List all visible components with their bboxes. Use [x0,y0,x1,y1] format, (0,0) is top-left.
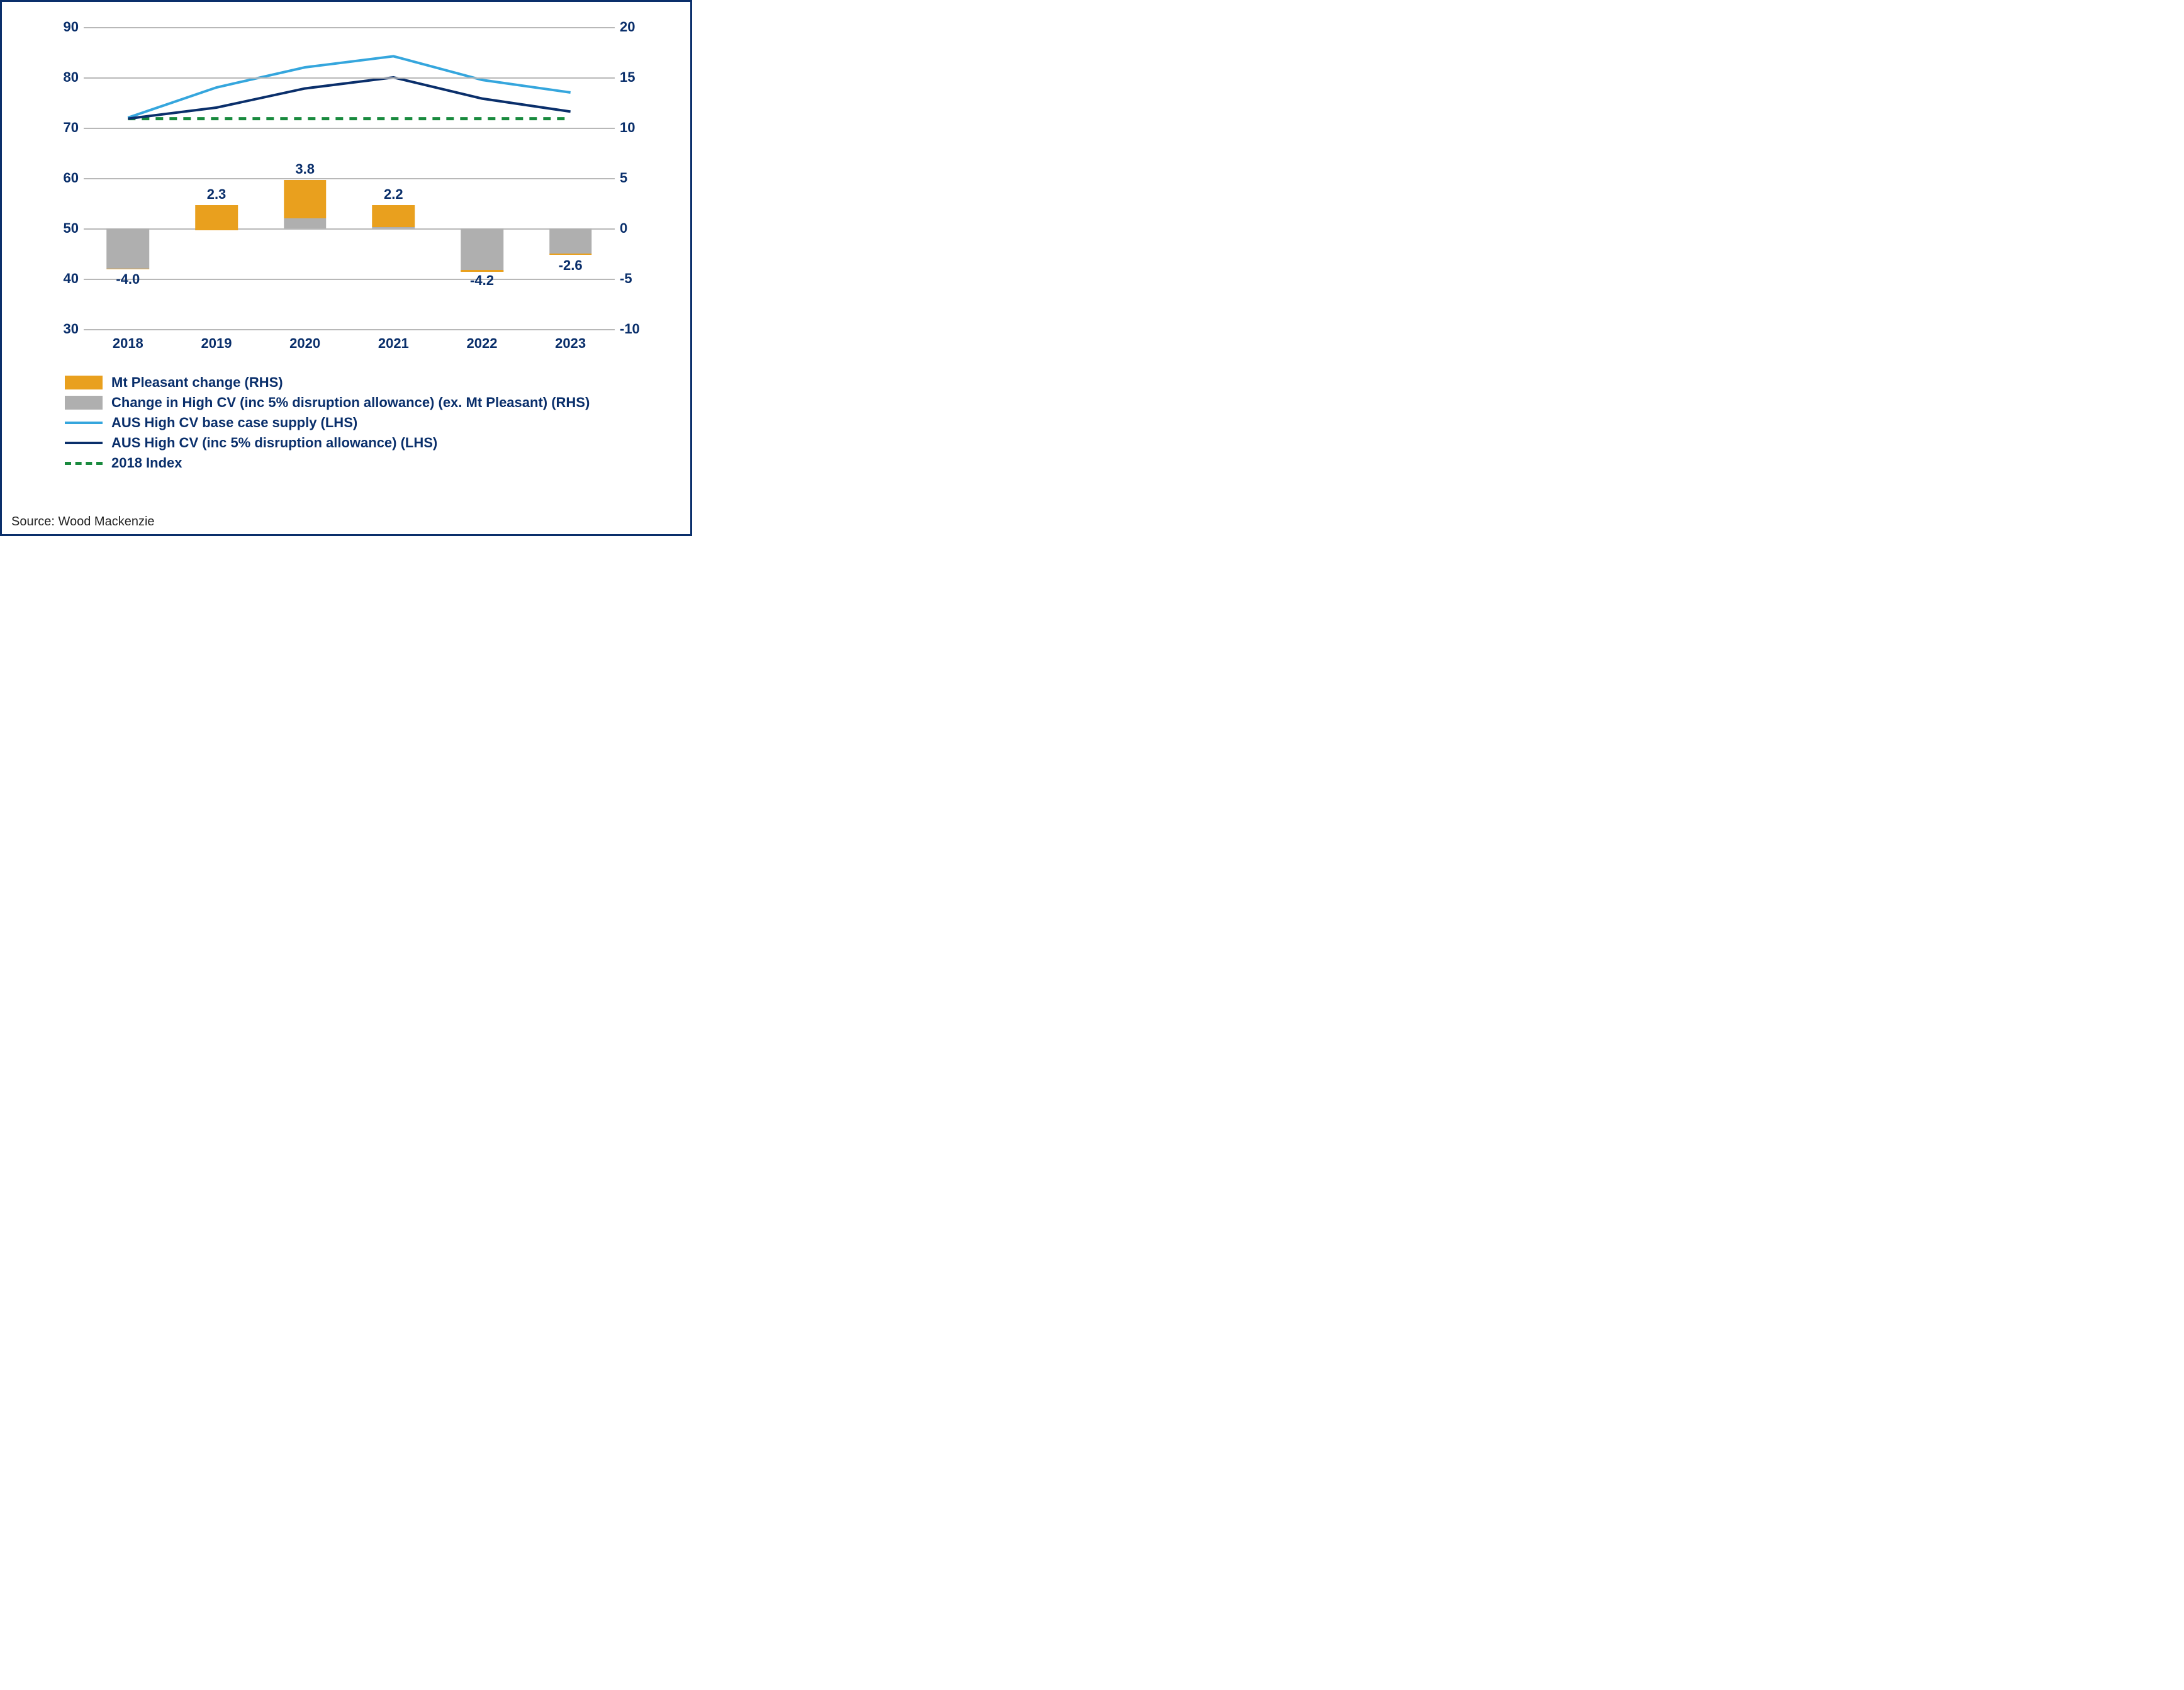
y-left-tick: 50 [53,220,79,237]
y-axis-label: Million tonnes [0,221,1,315]
bar-orange [461,270,503,272]
bar-orange [195,205,238,230]
gridline [84,329,615,330]
y-left-tick: 80 [53,69,79,86]
y-right-tick: 5 [620,170,645,186]
y-left-tick: 70 [53,120,79,136]
bar-label: -4.0 [116,271,140,288]
y-right-tick: -10 [620,321,645,337]
bar-label: -4.2 [470,272,494,289]
bar-grey [284,218,327,228]
gridline [84,178,615,179]
x-tick: 2021 [378,335,409,352]
x-tick: 2022 [467,335,498,352]
bar-grey [461,228,503,272]
legend-swatch [65,396,103,410]
x-tick: 2023 [555,335,586,352]
bar-grey [107,228,150,269]
x-tick: 2018 [113,335,143,352]
legend: Mt Pleasant change (RHS) Change in High C… [65,374,671,471]
line-base-case [128,56,570,118]
legend-swatch [65,416,103,430]
legend-item: 2018 Index [65,455,671,471]
y-left-tick: 40 [53,271,79,287]
legend-label: AUS High CV base case supply (LHS) [111,415,357,431]
bar-grey [549,228,592,254]
legend-item: AUS High CV base case supply (LHS) [65,415,671,431]
bar-label: -2.6 [559,257,583,274]
bar-orange [549,254,592,255]
y-left-tick: 60 [53,170,79,186]
source-text: Source: Wood Mackenzie [11,515,155,529]
bar-orange [284,180,327,218]
y-right-tick: 15 [620,69,645,86]
bar-label: 2.2 [384,186,403,203]
plot-area: 30405060708090-10-505101520-4.020182.320… [84,27,615,329]
y-right-tick: -5 [620,271,645,287]
legend-label: AUS High CV (inc 5% disruption allowance… [111,435,437,451]
gridline [84,279,615,280]
y-right-tick: 20 [620,19,645,35]
legend-swatch [65,376,103,389]
bar-label: 2.3 [207,186,227,203]
gridline [84,228,615,230]
y-right-tick: 10 [620,120,645,136]
x-tick: 2019 [201,335,232,352]
bar-label: 3.8 [295,161,315,177]
gridline [84,77,615,79]
y-right-tick: 0 [620,220,645,237]
x-tick: 2020 [289,335,320,352]
legend-item: Change in High CV (inc 5% disruption all… [65,395,671,411]
legend-label: Change in High CV (inc 5% disruption all… [111,395,590,411]
gridline [84,27,615,28]
y-left-tick: 30 [53,321,79,337]
bar-grey [372,227,415,228]
y-left-tick: 90 [53,19,79,35]
legend-swatch [65,456,103,470]
legend-item: Mt Pleasant change (RHS) [65,374,671,391]
gridline [84,128,615,129]
bar-orange [372,205,415,227]
legend-item: AUS High CV (inc 5% disruption allowance… [65,435,671,451]
chart-wrap: 30405060708090-10-505101520-4.020182.320… [59,14,640,367]
legend-label: Mt Pleasant change (RHS) [111,374,283,391]
chart-frame: Million tonnes 30405060708090-10-5051015… [0,0,692,536]
legend-label: 2018 Index [111,455,182,471]
legend-swatch [65,436,103,450]
